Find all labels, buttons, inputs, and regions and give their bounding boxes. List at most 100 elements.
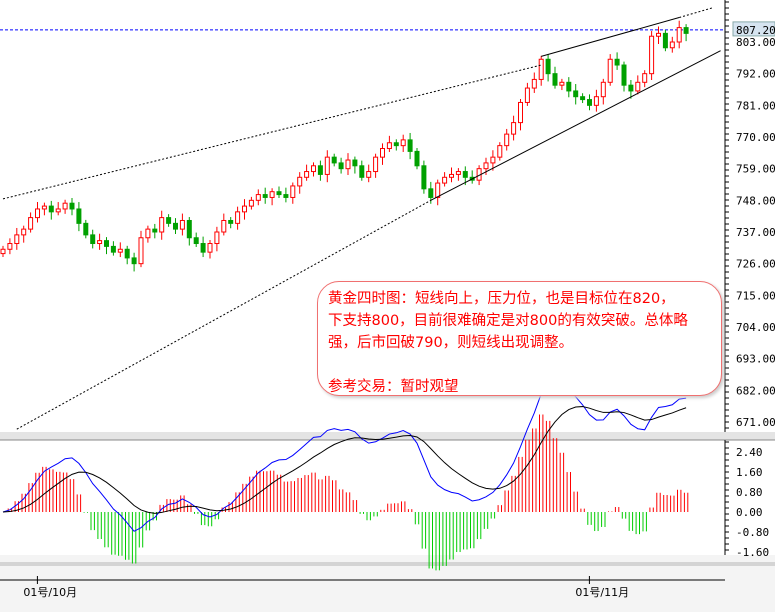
price-tick-label: 693.00 [736,353,775,366]
candle-body [207,243,213,253]
macd-tick-label: -0.80 [736,526,769,539]
candle-body [97,240,103,245]
candle-body [21,228,27,236]
candle-body [359,165,365,178]
candle-body [338,162,344,170]
candle-body [683,27,689,34]
candle-body [35,208,40,219]
macd-signal-line [2,406,687,514]
candle-body [400,139,406,147]
candle-body [117,248,123,253]
candle-body [173,222,178,230]
candle-body [324,156,330,175]
macd-tick-label: 2.40 [736,446,763,459]
macd-tick-label: 0.80 [736,486,763,499]
trendline [2,64,542,200]
candle-body [490,156,496,164]
trendline [430,50,721,201]
candle-body [262,194,268,198]
candle-body [304,171,310,178]
candle-body [628,84,634,92]
candle-body [193,237,199,245]
note-line: 黄金四时图：短线向上，压力位，也是目标位在820， [328,291,675,307]
candle-body [90,234,96,245]
candle-body [421,165,427,190]
note-line: 强，后市回破790，则短线出现调整。 [328,335,574,351]
candle-body [504,133,510,147]
candle-body [593,96,599,106]
candle-body [538,58,544,80]
candle-body [276,191,282,196]
candle-body [331,156,337,164]
candle-body [345,159,351,170]
candle-body [214,231,220,245]
price-tick-label: 781.00 [736,99,775,112]
candle-body [573,90,579,98]
price-tick-label: 759.00 [736,163,775,176]
candle-body [607,58,613,83]
candle-body [48,205,54,213]
candle-body [524,87,530,103]
time-tick-label: 01号/10月 [23,586,77,599]
candle-body [14,234,20,245]
candle-body [566,81,572,92]
candle-body [545,58,551,75]
candle-body [552,73,558,86]
candle-body [676,27,682,43]
candle-body [587,99,592,106]
candle-body [152,228,158,233]
candle-body [242,205,247,213]
candle-body [221,219,227,233]
candle-body [393,142,399,147]
current-price-label: 807.20 [736,24,775,37]
candle-body [442,176,448,184]
candle-body [614,58,620,66]
candle-body [414,150,420,167]
candle-body [642,73,648,83]
analysis-note: 黄金四时图：短线向上，压力位，也是目标位在820， 下支持800，目前很难确定是… [317,281,722,396]
price-tick-label: 704.00 [736,321,775,334]
candle-body [373,156,379,173]
candle-body [497,145,503,158]
candle-body [511,122,517,135]
candle-body [186,219,192,239]
candle-body [41,205,47,210]
candle-body [131,257,137,265]
candle-body [104,240,109,247]
candle-body [235,211,241,224]
note-line [328,354,721,376]
candle-body [297,176,303,187]
candle-body [462,171,468,178]
candle-body [200,243,206,253]
trendline [541,17,680,57]
candle-body [159,217,165,233]
candle-body [228,219,234,224]
candle-body [269,191,275,198]
price-tick-label: 770.00 [736,131,775,144]
panel-separator [0,432,775,440]
candle-body [649,35,655,75]
candle-body [76,208,82,224]
candle-body [179,219,185,230]
candle-body [366,171,372,178]
candle-body [7,243,13,250]
candle-body [380,148,385,158]
candle-body [0,248,6,255]
candle-body [83,222,89,236]
candle-body [352,159,358,167]
candle-body [483,162,489,170]
candle-body [656,32,661,37]
price-tick-label: 715.00 [736,289,775,302]
price-tick-label: 792.00 [736,68,775,81]
trendline [679,6,714,19]
macd-tick-label: -1.60 [736,546,769,559]
candle-body [435,182,441,198]
macd-tick-label: 1.60 [736,466,763,479]
candle-body [311,165,316,173]
candle-body [110,245,116,253]
candle-body [62,202,68,210]
candle-body [28,217,34,230]
candle-body [531,78,537,89]
time-tick-label: 01号/11月 [575,586,629,599]
candle-body [283,194,289,198]
